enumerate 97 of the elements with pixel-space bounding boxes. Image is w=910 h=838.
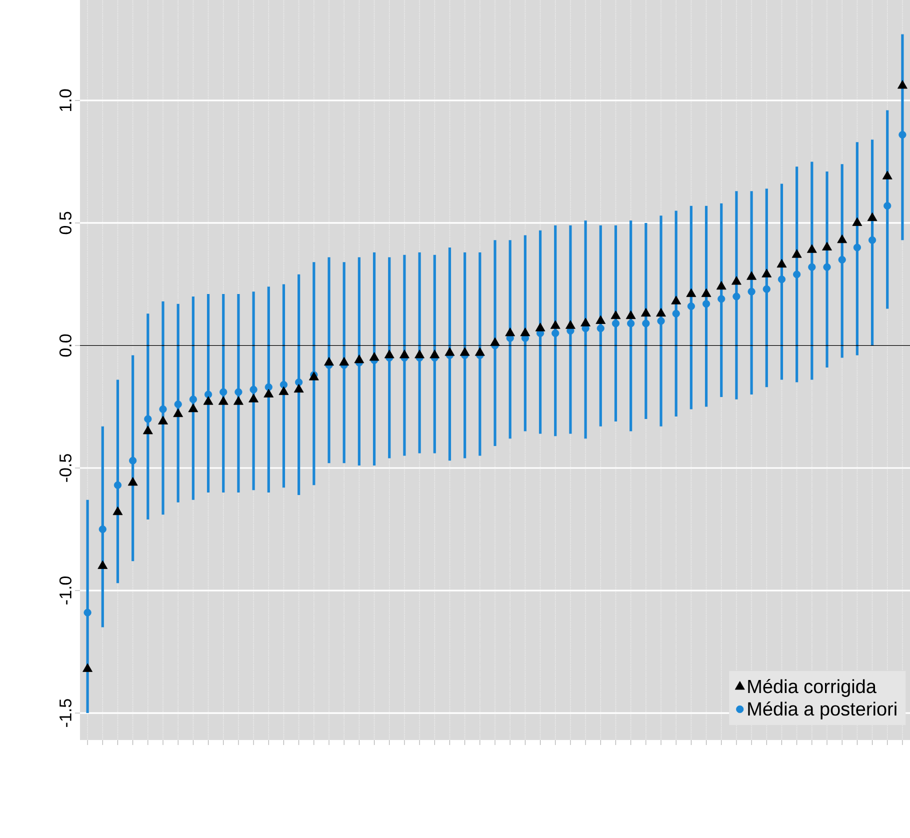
point — [868, 236, 876, 244]
point — [189, 396, 197, 404]
point — [610, 310, 621, 320]
point — [748, 288, 756, 296]
point — [144, 415, 152, 423]
point — [686, 288, 696, 297]
point — [746, 271, 757, 280]
point — [324, 356, 334, 366]
point — [98, 560, 108, 569]
point — [82, 663, 93, 672]
point — [339, 356, 350, 366]
point — [233, 396, 244, 405]
point — [295, 378, 303, 386]
point — [129, 456, 137, 464]
point — [612, 320, 620, 328]
point — [234, 388, 242, 396]
point — [776, 258, 787, 268]
point — [627, 320, 635, 328]
point — [278, 386, 289, 395]
point — [294, 384, 304, 393]
y-tick-label: -1.5 — [60, 699, 72, 727]
point — [128, 477, 138, 486]
point — [444, 347, 455, 356]
point — [203, 396, 214, 405]
point — [716, 280, 726, 290]
point — [731, 276, 742, 285]
point — [460, 347, 470, 356]
point — [535, 322, 546, 332]
point — [188, 404, 198, 412]
point — [414, 350, 425, 358]
point — [430, 350, 440, 358]
point — [656, 308, 666, 317]
point — [640, 308, 651, 317]
point — [159, 405, 167, 413]
legend-label: Média corrigida — [748, 679, 876, 697]
point — [732, 292, 740, 300]
point — [505, 328, 516, 336]
point — [114, 481, 122, 489]
point — [399, 350, 410, 358]
point — [264, 383, 272, 391]
y-tick-label: 0.5 — [59, 212, 72, 234]
y-tick-label: 1.0 — [59, 89, 72, 111]
point — [204, 390, 212, 398]
point — [264, 388, 274, 398]
point — [806, 244, 817, 253]
point — [158, 416, 168, 424]
point — [596, 324, 604, 332]
point — [220, 388, 228, 396]
point — [280, 380, 288, 388]
point — [852, 217, 862, 226]
point — [552, 329, 560, 338]
point — [657, 317, 665, 325]
point — [687, 302, 695, 310]
point — [218, 396, 228, 405]
point — [626, 310, 636, 320]
point — [474, 347, 485, 356]
y-tick-label: -1.0 — [59, 576, 72, 604]
point — [884, 202, 892, 210]
point — [762, 268, 772, 278]
point — [384, 350, 394, 358]
point — [142, 426, 153, 434]
y-tick-label: 0.0 — [59, 334, 72, 357]
point — [580, 318, 591, 326]
point — [173, 408, 184, 418]
y-tick-label: -0.5 — [59, 454, 72, 482]
point — [822, 242, 832, 250]
point — [596, 315, 606, 324]
point — [112, 506, 123, 516]
point — [98, 525, 106, 534]
point — [882, 170, 892, 180]
point — [520, 328, 530, 336]
point — [837, 234, 848, 244]
point — [490, 337, 500, 346]
point — [838, 256, 846, 264]
legend-label: Média a posteriori — [748, 702, 896, 720]
point — [823, 263, 831, 271]
point — [701, 288, 712, 297]
point — [174, 400, 182, 408]
point — [867, 212, 878, 222]
point — [853, 244, 861, 252]
point — [250, 386, 258, 394]
point — [642, 320, 650, 328]
point — [808, 263, 816, 271]
point — [671, 296, 682, 304]
point — [354, 354, 364, 364]
point — [84, 608, 92, 616]
point — [778, 276, 786, 284]
point — [792, 249, 802, 258]
point — [718, 295, 726, 303]
point — [248, 394, 259, 402]
point — [565, 320, 576, 329]
point — [793, 270, 801, 278]
point — [672, 310, 680, 318]
point — [762, 285, 770, 293]
point — [550, 320, 560, 329]
point — [369, 352, 380, 361]
point — [702, 300, 710, 308]
